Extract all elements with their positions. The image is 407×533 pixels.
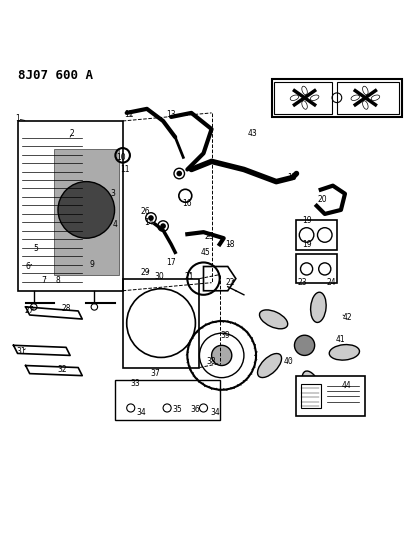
Text: 23: 23 — [298, 278, 307, 287]
Ellipse shape — [258, 353, 282, 377]
Text: 19: 19 — [302, 215, 311, 224]
Text: 17: 17 — [166, 258, 176, 267]
Text: 38: 38 — [207, 357, 217, 366]
Text: 4: 4 — [112, 220, 117, 229]
Text: 35: 35 — [172, 406, 182, 415]
Bar — [115, 379, 220, 420]
Text: 18: 18 — [225, 240, 234, 249]
Text: 27: 27 — [25, 306, 35, 316]
Text: 14: 14 — [144, 217, 154, 227]
Text: 43: 43 — [247, 128, 257, 138]
Text: 29: 29 — [140, 268, 150, 277]
Text: 41: 41 — [336, 335, 346, 344]
Text: 3: 3 — [110, 189, 115, 198]
Circle shape — [176, 171, 182, 176]
Text: 8: 8 — [56, 276, 60, 285]
Text: 32: 32 — [57, 365, 67, 374]
Text: 21: 21 — [185, 272, 194, 281]
Text: 13: 13 — [166, 110, 176, 119]
Text: 34: 34 — [211, 408, 221, 416]
Text: 10: 10 — [116, 153, 125, 162]
Text: 36: 36 — [190, 406, 200, 415]
Bar — [296, 220, 337, 251]
Bar — [274, 82, 333, 114]
Text: 37: 37 — [150, 369, 160, 378]
Circle shape — [212, 345, 232, 366]
Ellipse shape — [260, 310, 288, 329]
Bar — [296, 254, 337, 282]
Polygon shape — [54, 149, 118, 274]
Text: 45: 45 — [201, 248, 210, 257]
Text: 2: 2 — [70, 128, 74, 138]
Circle shape — [148, 215, 154, 221]
Bar — [337, 82, 399, 114]
Text: 34: 34 — [136, 408, 146, 416]
Text: 9: 9 — [90, 260, 95, 269]
Text: 16: 16 — [182, 199, 192, 208]
Text: 8J07 600 A: 8J07 600 A — [18, 69, 92, 82]
Text: 15: 15 — [288, 173, 297, 182]
Circle shape — [58, 182, 115, 238]
Text: 33: 33 — [130, 379, 140, 388]
Text: 5: 5 — [33, 244, 38, 253]
Text: 20: 20 — [318, 195, 328, 204]
Text: 22: 22 — [225, 278, 234, 287]
Text: 1: 1 — [15, 115, 20, 124]
Text: 26: 26 — [140, 207, 150, 216]
Text: 40: 40 — [284, 357, 293, 366]
Text: 42: 42 — [342, 312, 352, 321]
Text: 30: 30 — [154, 272, 164, 281]
Text: 11: 11 — [120, 165, 129, 174]
Text: 12: 12 — [124, 110, 133, 119]
Text: 24: 24 — [326, 278, 336, 287]
Bar — [296, 376, 365, 416]
Bar — [272, 78, 402, 117]
Text: 25: 25 — [205, 232, 214, 241]
Circle shape — [294, 335, 315, 356]
Bar — [300, 384, 321, 408]
Ellipse shape — [329, 344, 359, 360]
Ellipse shape — [311, 292, 326, 322]
Ellipse shape — [302, 371, 321, 399]
Text: 44: 44 — [342, 381, 352, 390]
Text: 31: 31 — [17, 347, 26, 356]
Text: 6: 6 — [25, 262, 30, 271]
Text: 39: 39 — [221, 330, 231, 340]
Circle shape — [160, 223, 166, 229]
Text: 7: 7 — [42, 276, 46, 285]
Text: 19: 19 — [302, 240, 311, 249]
Text: 28: 28 — [61, 304, 71, 313]
